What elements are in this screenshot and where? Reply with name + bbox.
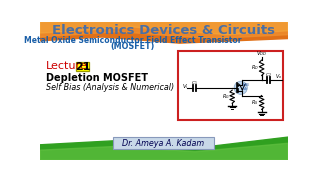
Text: $R_S$: $R_S$: [251, 98, 258, 107]
Bar: [76, 62, 89, 71]
Text: $C_1$: $C_1$: [191, 79, 197, 87]
Text: Metal Oxide Semiconductor Field Effect Transistor: Metal Oxide Semiconductor Field Effect T…: [24, 36, 242, 45]
Text: $V_{GS}$: $V_{GS}$: [242, 81, 251, 89]
Text: Lecture: Lecture: [46, 61, 88, 71]
Polygon shape: [40, 22, 288, 43]
Polygon shape: [40, 143, 288, 160]
Text: $V_o$: $V_o$: [242, 85, 249, 93]
Text: Electronics Devices & Circuits: Electronics Devices & Circuits: [52, 24, 276, 37]
Polygon shape: [40, 137, 288, 160]
FancyBboxPatch shape: [113, 137, 214, 149]
Text: 21: 21: [75, 62, 90, 72]
Text: $R_D$: $R_D$: [251, 63, 259, 72]
Text: $V_{DD}$: $V_{DD}$: [256, 49, 267, 58]
Polygon shape: [40, 22, 288, 39]
Text: $C_2$: $C_2$: [265, 71, 272, 79]
Text: Depletion MOSFET: Depletion MOSFET: [46, 73, 148, 83]
Text: $V_i$: $V_i$: [182, 82, 188, 91]
Bar: [178, 51, 283, 120]
Text: Self Bias (Analysis & Numerical): Self Bias (Analysis & Numerical): [46, 83, 174, 92]
Circle shape: [234, 81, 247, 94]
Polygon shape: [40, 22, 288, 35]
Text: (MOSFET): (MOSFET): [111, 42, 155, 51]
Text: Dr. Ameya A. Kadam: Dr. Ameya A. Kadam: [122, 139, 204, 148]
Text: $V_o$: $V_o$: [275, 73, 282, 82]
Text: $R_G$: $R_G$: [222, 92, 230, 101]
